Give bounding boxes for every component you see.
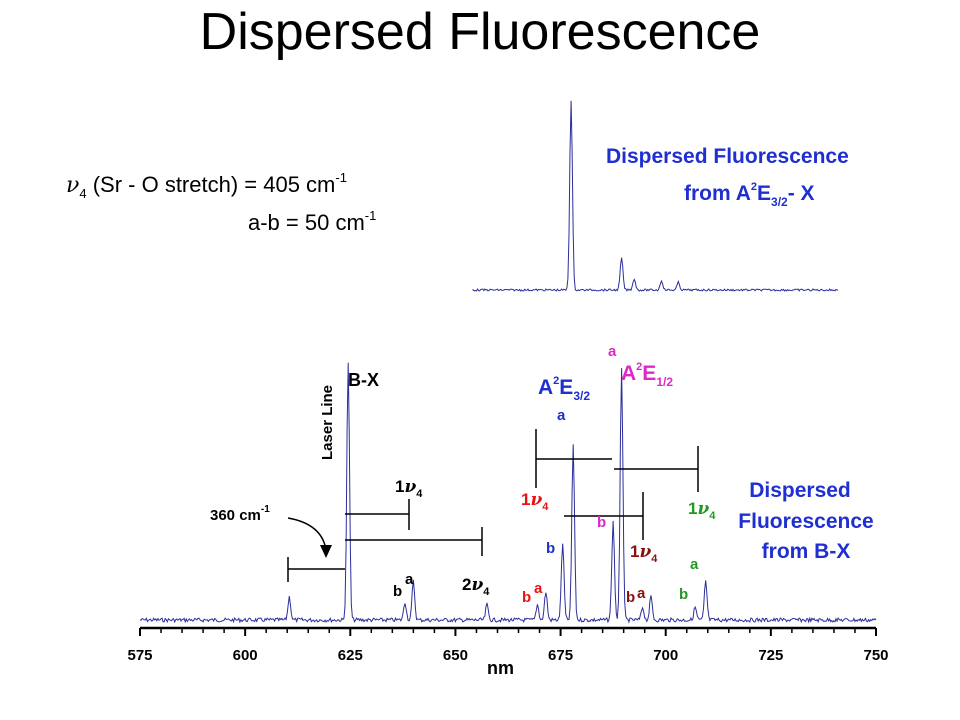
- top-chart-title: Dispersed Fluorescence from A2E3/2- X: [606, 145, 849, 209]
- bottom-spectrum-trace: [139, 362, 877, 624]
- x-tick-label: 750: [863, 647, 888, 664]
- x-axis-tick-labels: 575 600 625 650 675 700 725 750: [127, 647, 888, 664]
- nu2-bx-label: 2ν4: [462, 575, 490, 598]
- label-b-blue: b: [546, 540, 555, 557]
- label-a-blue: a: [557, 407, 566, 424]
- top-title-line1: Dispersed Fluorescence: [606, 145, 849, 168]
- x-axis-label: nm: [487, 658, 514, 678]
- top-spectrum-trace: [472, 100, 839, 292]
- top-spectrum-chart: [472, 100, 839, 292]
- x-tick-label: 675: [548, 647, 573, 664]
- x-tick-label: 600: [233, 647, 258, 664]
- nu1-green-label: 1ν4: [688, 499, 716, 522]
- x-tick-label: 725: [758, 647, 783, 664]
- nu1-bx-label: 1ν4: [395, 477, 423, 500]
- cm360-arrowhead: [320, 545, 332, 558]
- label-a-darkred: a: [637, 585, 646, 602]
- ab-peak-labels: b a b a b a b a b a b a: [393, 343, 699, 606]
- formula-sub: 4: [79, 186, 86, 201]
- x-tick-label: 650: [443, 647, 468, 664]
- top-title-sup: 2: [751, 181, 757, 193]
- label-b-red: b: [522, 589, 531, 606]
- formula-nu: ν: [66, 173, 79, 198]
- vibrational-brackets-bx: [287, 429, 699, 582]
- x-tick-label: 700: [653, 647, 678, 664]
- stretch-formula: ν4 (Sr - O stretch) = 405 cm-1 a-b = 50 …: [66, 170, 376, 235]
- bottom-chart-title: Dispersed Fluorescence from B-X: [738, 479, 873, 563]
- top-title-sub: 3/2: [771, 195, 788, 209]
- bottom-title-line3: from B-X: [762, 540, 851, 563]
- formula-sup: -1: [335, 170, 347, 185]
- top-title-x: - X: [788, 182, 815, 205]
- nu1-darkred-label: 1ν4: [630, 542, 658, 565]
- label-b-black: b: [393, 583, 402, 600]
- cm360-label: 360 cm: [210, 507, 261, 524]
- formula-text: (Sr - O stretch) = 405 cm: [87, 172, 336, 197]
- bottom-title-line2: Fluorescence: [738, 510, 873, 533]
- label-b-green: b: [679, 586, 688, 603]
- cm360-sup: -1: [261, 504, 270, 515]
- laser-line-label: Laser Line: [319, 385, 336, 460]
- label-b-darkred: b: [626, 589, 635, 606]
- top-title-e: E: [757, 182, 771, 205]
- x-tick-label: 625: [338, 647, 363, 664]
- svg-text:ν4 (Sr - O stretch) = 405 cm-1: ν4 (Sr - O stretch) = 405 cm-1: [66, 170, 347, 201]
- a2e32-label: A2E3/2: [538, 375, 590, 403]
- svg-text:360 cm-1: 360 cm-1: [210, 504, 270, 524]
- bx-label: B-X: [348, 370, 379, 390]
- top-title-from: from A: [684, 182, 751, 205]
- nu1-red-label: 1ν4: [521, 490, 549, 513]
- ab-separation-text: a-b = 50 cm: [248, 210, 365, 235]
- label-a-black: a: [405, 571, 414, 588]
- ab-sup: -1: [365, 208, 377, 223]
- label-a-green: a: [690, 556, 699, 573]
- bottom-spectrum-chart: 575 600 625 650 675 700 725 750 nm: [127, 362, 889, 678]
- label-a-magenta: a: [608, 343, 617, 360]
- a2e12-label: A2E1/2: [621, 361, 673, 389]
- slide-title: Dispersed Fluorescence: [199, 3, 761, 61]
- svg-text:a-b = 50 cm-1: a-b = 50 cm-1: [248, 208, 376, 235]
- x-axis-ticks: [139, 628, 877, 636]
- bottom-title-line1: Dispersed: [749, 479, 851, 502]
- label-b-magenta: b: [597, 514, 606, 531]
- svg-text:from A2E3/2- X: from A2E3/2- X: [684, 181, 815, 209]
- x-tick-label: 575: [127, 647, 152, 664]
- label-a-red: a: [534, 580, 543, 597]
